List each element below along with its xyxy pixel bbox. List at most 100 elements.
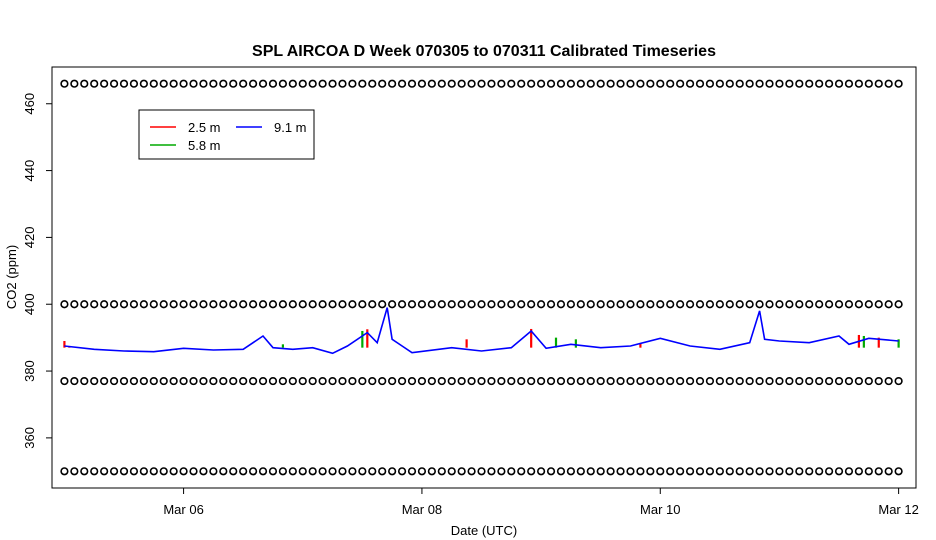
marker-point-4-59 [646, 300, 655, 309]
marker-point-5-62 [676, 376, 685, 386]
marker-point-6-29 [348, 467, 357, 476]
marker-point-5-44 [497, 376, 506, 386]
marker-point-4-29 [348, 300, 357, 309]
marker-point-3-40 [457, 79, 466, 88]
marker-point-4-50 [556, 300, 566, 309]
marker-point-4-54 [596, 300, 605, 309]
marker-point-4-31 [368, 300, 377, 309]
marker-point-6-55 [606, 467, 615, 476]
marker-point-6-10 [159, 467, 168, 476]
marker-point-4-48 [537, 300, 546, 309]
marker-point-3-37 [427, 79, 436, 88]
marker-point-5-7 [129, 376, 139, 386]
marker-point-6-41 [467, 467, 476, 476]
marker-point-5-61 [666, 376, 675, 386]
marker-point-6-51 [566, 467, 575, 476]
marker-point-5-43 [487, 376, 496, 386]
marker-point-6-76 [815, 467, 824, 476]
marker-point-4-65 [705, 300, 715, 309]
marker-point-6-50 [556, 467, 566, 476]
marker-point-6-43 [487, 467, 496, 476]
marker-point-5-4 [100, 376, 109, 386]
marker-point-3-21 [268, 79, 278, 88]
marker-point-6-63 [685, 467, 695, 476]
marker-point-3-69 [745, 79, 754, 88]
marker-point-6-65 [705, 467, 715, 476]
marker-point-4-61 [666, 300, 675, 309]
marker-point-5-37 [427, 376, 436, 386]
marker-point-3-72 [775, 79, 784, 88]
x-tick-label: Mar 10 [640, 502, 680, 517]
marker-point-5-21 [268, 376, 278, 386]
marker-point-3-0 [60, 79, 69, 88]
marker-point-5-65 [705, 376, 715, 386]
marker-point-3-10 [159, 79, 168, 88]
marker-point-4-76 [815, 300, 824, 309]
marker-point-4-43 [487, 300, 496, 309]
marker-point-6-75 [805, 467, 814, 476]
marker-point-4-32 [378, 300, 387, 309]
marker-point-4-60 [656, 300, 665, 309]
marker-point-5-48 [537, 376, 546, 386]
y-tick-label: 360 [22, 427, 37, 449]
marker-point-4-11 [169, 300, 178, 309]
marker-point-4-74 [795, 300, 804, 309]
marker-point-4-37 [427, 300, 436, 309]
marker-point-4-28 [338, 300, 347, 309]
marker-point-6-21 [268, 467, 278, 476]
marker-point-3-16 [219, 79, 228, 88]
marker-point-6-83 [884, 467, 893, 476]
marker-point-4-73 [785, 300, 794, 309]
marker-point-6-44 [497, 467, 506, 476]
marker-point-4-49 [546, 300, 556, 309]
marker-point-5-35 [407, 376, 417, 386]
marker-point-5-53 [586, 376, 595, 386]
marker-point-4-70 [755, 300, 764, 309]
y-axis-label: CO2 (ppm) [4, 245, 19, 309]
marker-point-5-27 [328, 376, 337, 386]
marker-point-3-7 [129, 79, 139, 88]
marker-point-3-5 [109, 79, 119, 88]
marker-point-6-81 [864, 467, 873, 476]
marker-point-5-64 [695, 376, 705, 386]
marker-point-4-19 [249, 300, 258, 309]
marker-point-4-80 [854, 300, 863, 309]
marker-point-5-23 [288, 376, 297, 386]
marker-point-6-77 [825, 467, 834, 476]
marker-point-6-31 [368, 467, 377, 476]
marker-point-3-14 [199, 79, 208, 88]
marker-point-3-4 [100, 79, 109, 88]
marker-point-6-49 [546, 467, 556, 476]
marker-point-3-35 [407, 79, 417, 88]
marker-point-6-61 [666, 467, 675, 476]
marker-point-4-12 [179, 300, 188, 309]
marker-point-3-61 [666, 79, 675, 88]
marker-point-4-69 [745, 300, 754, 309]
marker-point-5-75 [805, 376, 814, 386]
marker-point-6-62 [676, 467, 685, 476]
marker-point-5-72 [775, 376, 784, 386]
marker-point-4-24 [298, 300, 307, 309]
marker-point-5-76 [815, 376, 824, 386]
marker-point-5-83 [884, 376, 893, 386]
x-tick-label: Mar 06 [163, 502, 203, 517]
marker-point-3-1 [70, 79, 79, 88]
series-line-9-1-m [64, 307, 899, 355]
marker-point-6-71 [765, 467, 774, 476]
marker-point-5-5 [109, 376, 119, 386]
marker-point-4-64 [695, 300, 705, 309]
marker-point-4-34 [397, 300, 407, 309]
marker-point-4-40 [457, 300, 466, 309]
marker-point-3-26 [318, 79, 327, 88]
marker-point-6-30 [358, 467, 367, 476]
marker-point-5-14 [199, 376, 208, 386]
marker-point-6-82 [874, 467, 883, 476]
marker-point-4-42 [477, 300, 486, 309]
marker-point-5-54 [596, 376, 605, 386]
marker-point-3-55 [606, 79, 615, 88]
marker-point-5-34 [397, 376, 407, 386]
marker-point-4-25 [308, 300, 317, 309]
marker-point-6-7 [129, 467, 139, 476]
marker-point-5-38 [437, 376, 446, 386]
marker-point-3-42 [477, 79, 486, 88]
